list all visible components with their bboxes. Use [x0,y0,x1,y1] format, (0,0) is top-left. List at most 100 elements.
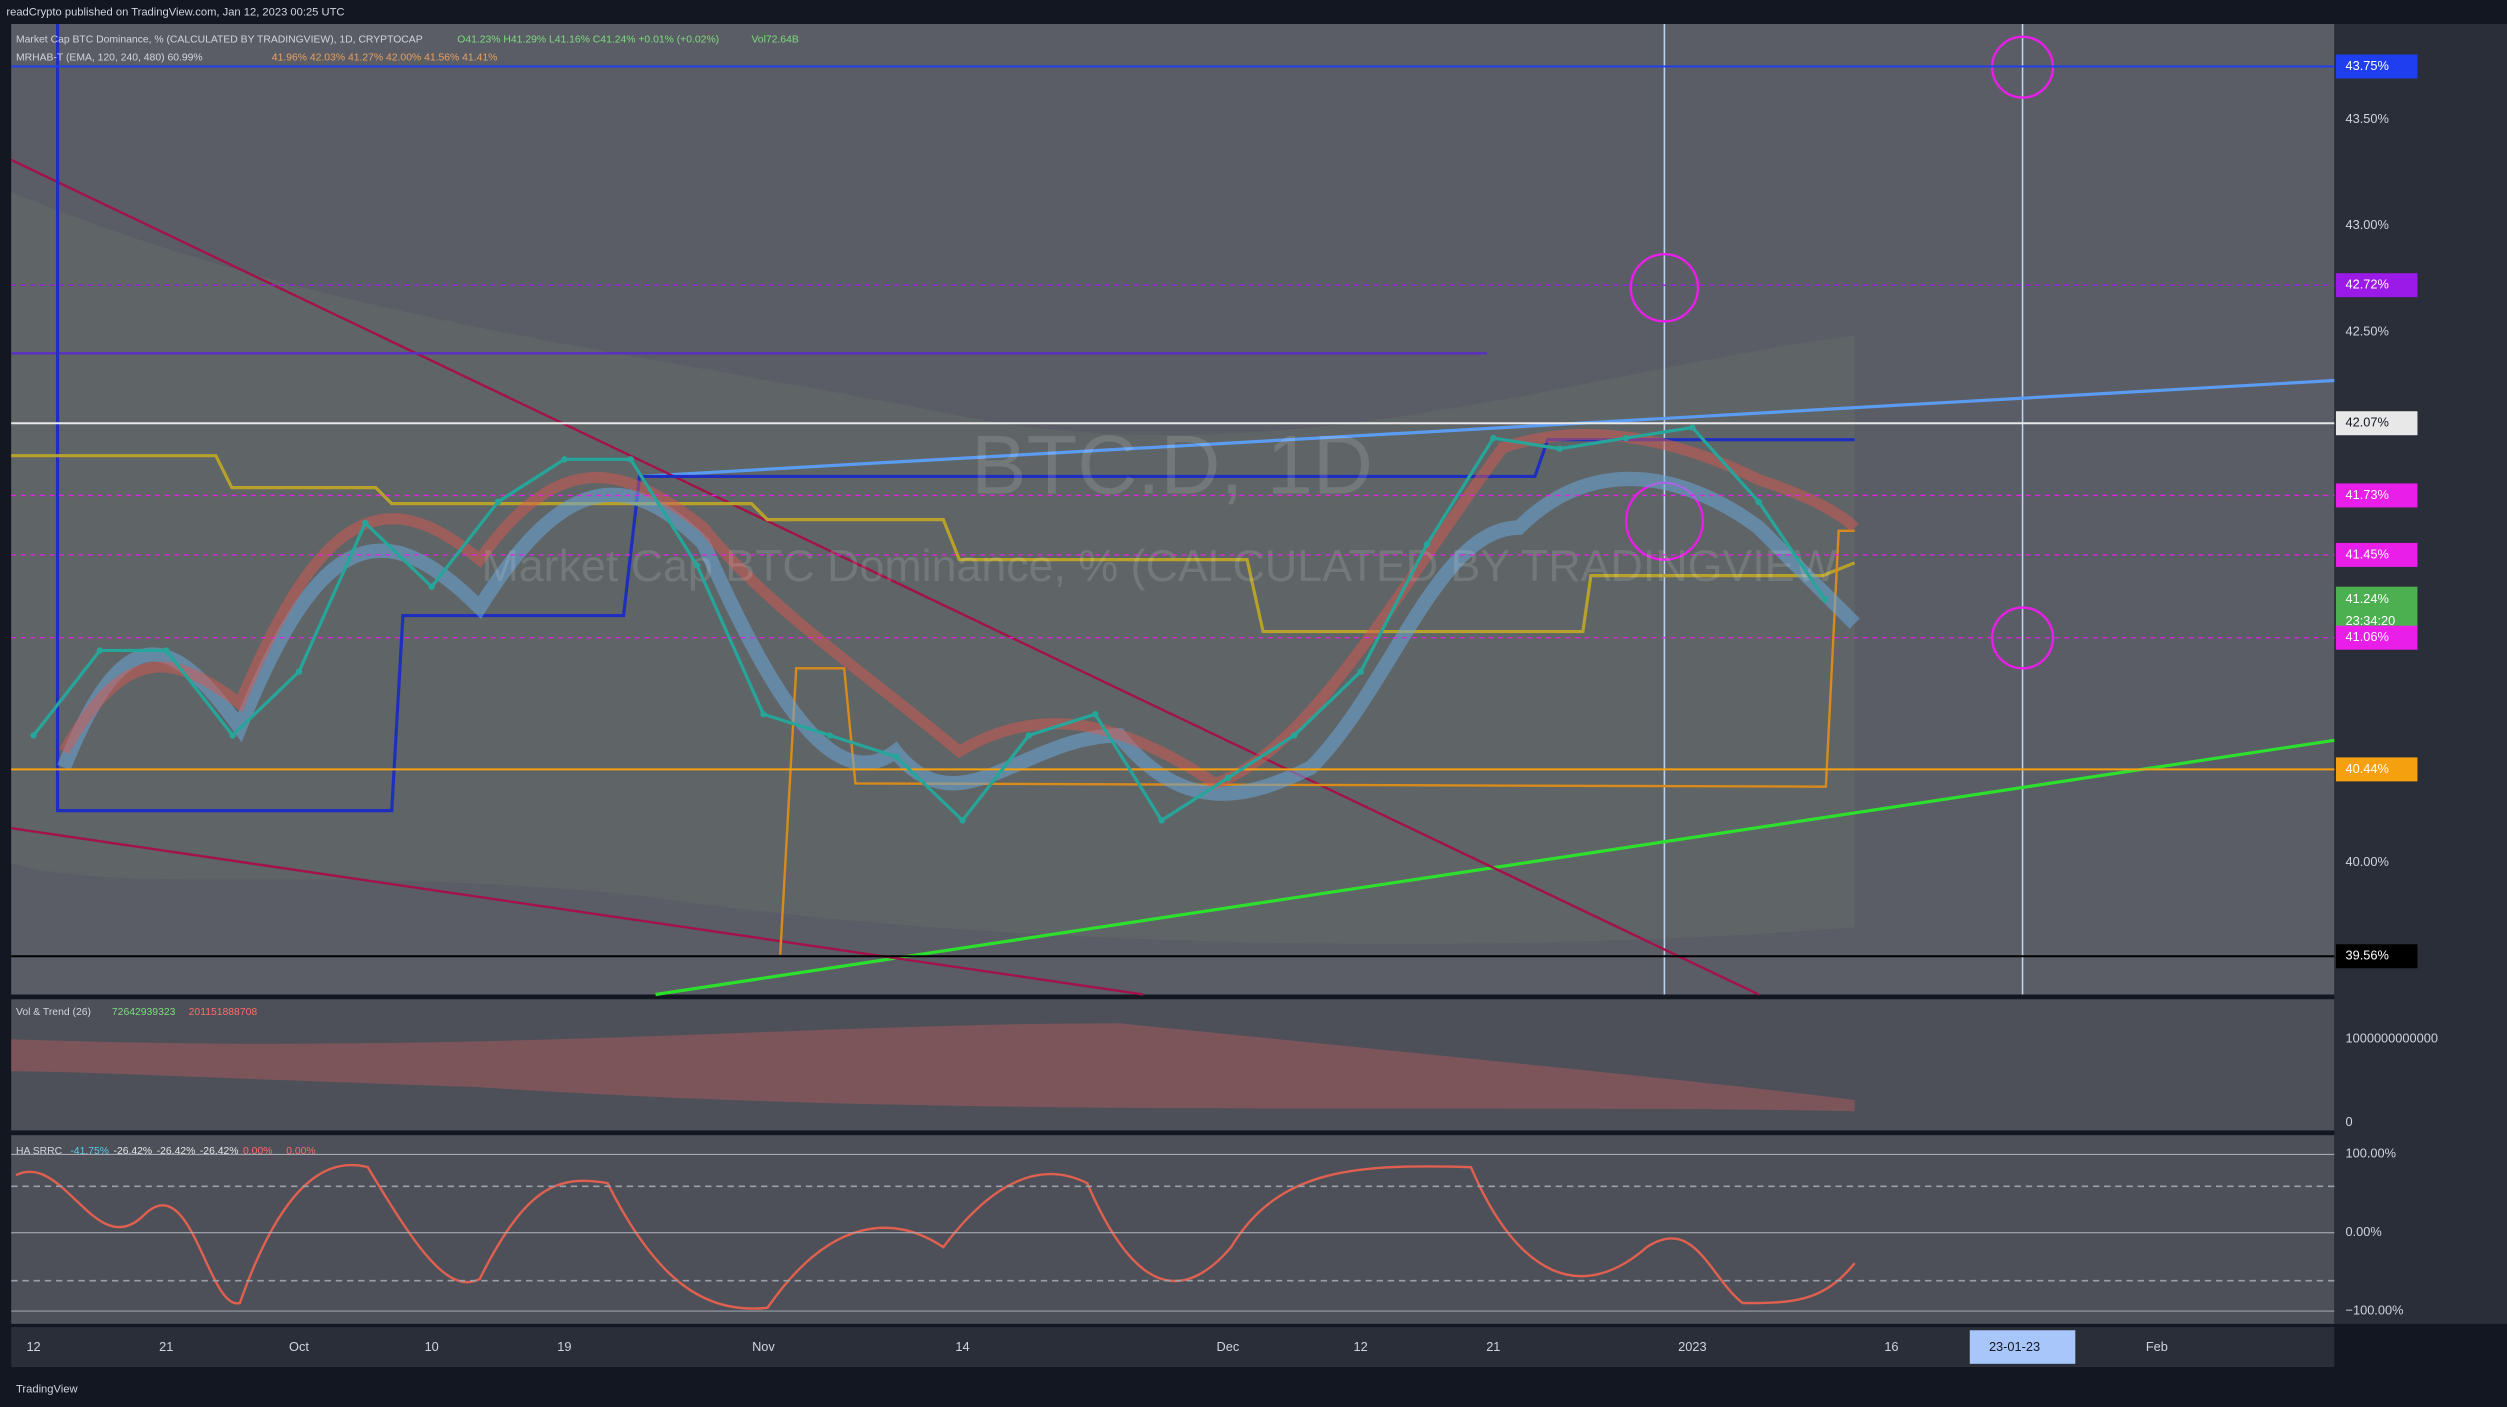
price-badge-label: 40.44% [2346,761,2389,776]
circle-marker [1629,253,1700,323]
time-axis [11,1327,2335,1368]
publish-info: readCrypto published on TradingView.com,… [6,7,344,19]
x-tick-label: 21 [159,1339,173,1354]
legend-volume: Vol72.64B [751,35,798,46]
price-axis [2334,23,2507,1324]
pane-value: -26.42% [157,1146,196,1157]
price-point [1092,710,1099,718]
price-point [1158,817,1165,824]
step-line [55,23,1855,813]
price-badge-label: 39.56% [2346,948,2389,963]
x-tick-label: 21 [1486,1339,1500,1354]
price-point [1224,774,1232,782]
date-badge-label: 23-01-23 [1989,1339,2040,1354]
pane-value: -26.42% [200,1146,239,1157]
legend-ohlc: O41.23% H41.29% L41.16% C41.24% +0.01% (… [457,35,719,46]
x-tick-label: Feb [2146,1339,2168,1354]
pane-title: Vol & Trend (26) [16,1007,91,1018]
price-badge [2335,483,2418,508]
main-pane [11,23,2335,995]
price-badge-label: 43.75% [2346,58,2389,73]
trendline [10,158,1760,996]
price-badge-label: 41.73% [2346,487,2389,502]
y-tick-label: −100.00% [2346,1302,2404,1317]
y-tick-label: 0.00% [2346,1224,2382,1239]
pane-value: 0.00% [243,1146,272,1157]
x-tick-label: 14 [955,1339,969,1354]
price-badge-label: 41.06% [2346,629,2389,644]
x-tick-label: Oct [289,1339,309,1354]
y-tick-label: 42.50% [2346,323,2389,338]
pane-value: 201151888708 [189,1007,258,1018]
price-point [561,456,568,463]
price-badge [2335,944,2418,969]
price-badge-label: 42.72% [2346,277,2389,292]
date-badge [1969,1330,2076,1364]
price-line [32,425,1827,823]
price-point [1291,732,1298,739]
volume-pane [11,999,2335,1131]
step-line [779,529,1855,955]
price-badge-label: 41.24% [2346,591,2389,606]
y-tick-label: 1000000000000 [2346,1031,2438,1046]
price-point [1025,732,1033,739]
volume-trend [11,1023,1855,1112]
oscillator-line [15,1163,1856,1310]
x-tick-label: 10 [425,1339,439,1354]
trendline [11,827,1144,996]
trendline [639,378,2335,479]
price-badge-label: 41.45% [2346,546,2389,561]
price-point [96,647,104,654]
y-tick-label: 100.00% [2346,1146,2396,1161]
step-line [11,454,1856,634]
y-tick-label: 43.50% [2346,111,2389,126]
price-point [1622,434,1630,442]
pane-value: 0.00% [286,1146,315,1157]
price-point [163,647,170,654]
x-tick-label: Nov [752,1339,775,1354]
x-tick-label: Dec [1217,1339,1240,1354]
price-badge [2335,625,2418,650]
price-countdown: 23:34:20 [2346,613,2396,628]
price-point [892,753,900,760]
price-badge [2335,273,2418,298]
pane-value: -26.42% [114,1146,153,1157]
footer-brand: TradingView [16,1383,78,1395]
price-point [30,732,37,739]
x-tick-label: 16 [1884,1339,1898,1354]
price-point [1689,424,1696,431]
price-point [627,456,634,463]
legend-symbol: Market Cap BTC Dominance, % (CALCULATED … [16,35,423,46]
legend-indicator: MRHAB-T (EMA, 120, 240, 480) 60.99% [16,52,203,63]
watermark-description: Market Cap BTC Dominance, % (CALCULATED … [482,541,1838,591]
x-tick-label: 2023 [1678,1339,1706,1354]
price-point [1490,434,1497,442]
price-badge-label: 42.07% [2346,415,2389,430]
price-point [1755,498,1762,506]
x-tick-label: 12 [1354,1339,1368,1354]
y-tick-label: 43.00% [2346,217,2389,232]
price-badge [2335,54,2418,79]
pane-value: -41.75% [70,1146,109,1157]
price-point [1556,445,1563,452]
price-point [362,519,369,527]
price-point [1821,596,1829,603]
price-point [428,583,435,590]
ema-ribbon [59,428,1859,790]
price-point [959,817,966,824]
watermark-symbol: BTC.D, 1D [971,419,1373,512]
price-badge [2335,542,2418,567]
legend-indicator-values: 41.96% 42.03% 41.27% 42.00% 41.56% 41.41… [272,52,498,63]
price-badge [2335,757,2418,782]
price-point [229,732,236,739]
price-point [295,668,303,675]
price-badge [2335,411,2418,436]
price-point [494,498,502,506]
x-tick-label: 19 [557,1339,571,1354]
price-point [826,732,834,739]
pane-value: 72642939323 [112,1007,176,1018]
ema-ribbon [57,471,1860,801]
y-tick-label: 40.00% [2346,854,2389,869]
